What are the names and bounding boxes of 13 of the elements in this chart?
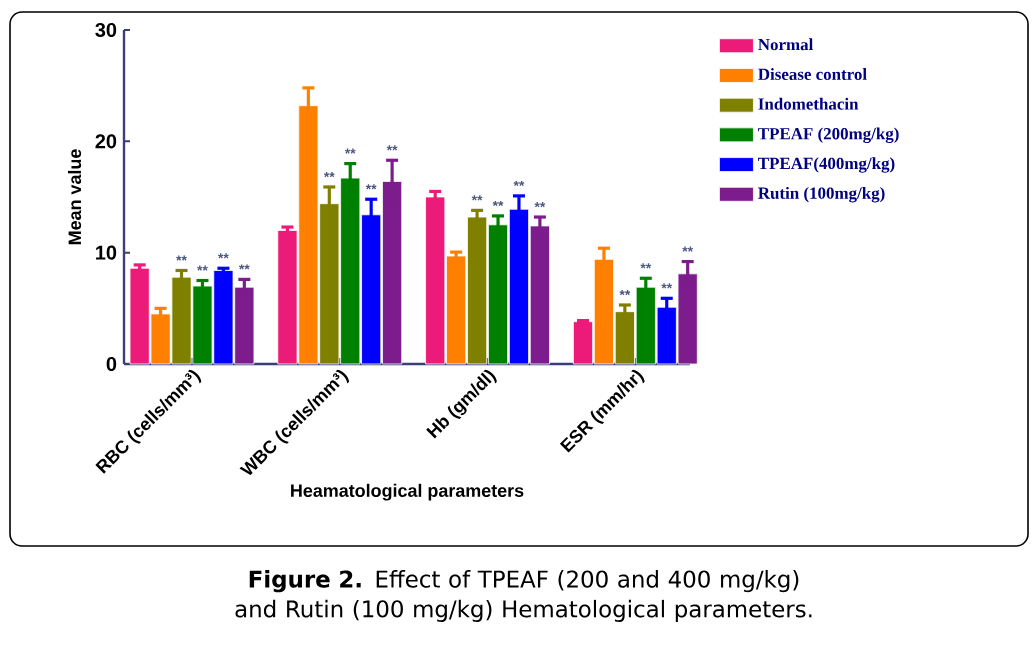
x-axis-title: Heamatological parameters [291,483,524,501]
y-tick-label: 20 [95,134,117,149]
y-tick-label: 0 [106,356,117,372]
y-axis-title: Mean value [67,149,82,245]
y-tick-label: 10 [96,245,117,260]
legend-label: Rutin (100mg/kg) [758,186,885,203]
legend-label: Disease control [758,68,867,80]
legend-label: Indomethacin [758,97,859,110]
y-tick-label: 30 [95,22,117,38]
text: Figure 2. Effect of TPEAF (200 and 400 mg/kg) and Rutin (100 mg/kg) Hematological parameters. [235,569,812,623]
legend-label: TPEAF (200mg/kg) [758,127,899,143]
legend-label: Normal [758,38,814,51]
legend-label: TPEAF(400mg/kg) [758,157,895,173]
